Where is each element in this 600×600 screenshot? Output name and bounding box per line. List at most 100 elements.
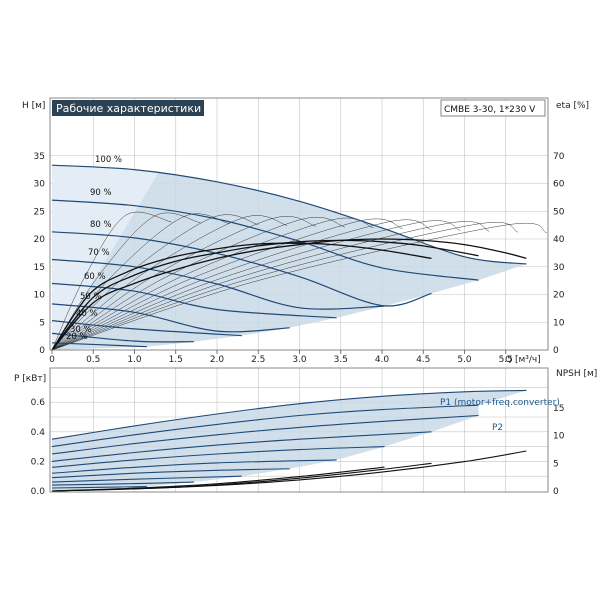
- x-tick-label: 1.0: [127, 355, 142, 365]
- head-axis-label: H [м]: [22, 101, 45, 111]
- speed-label: 50 %: [80, 292, 102, 302]
- speed-label: 70 %: [88, 248, 110, 258]
- power-y-tick-label: 0.2: [31, 457, 45, 467]
- curves: [51, 164, 548, 492]
- system-curve: [51, 217, 345, 351]
- head-curve-60: [51, 282, 337, 319]
- eta-y-tick-label: 50: [553, 207, 565, 217]
- power-y-tick-label: 0.4: [31, 428, 46, 438]
- eta-y-tick-label: 10: [553, 318, 565, 328]
- efficiency-curve: [51, 242, 432, 351]
- power-curve-50: [51, 468, 290, 479]
- system-curve: [51, 222, 519, 351]
- x-tick-label: 3.0: [292, 355, 307, 365]
- system-curve: [51, 215, 288, 351]
- eta-y-tick-label: 70: [553, 152, 565, 162]
- eta-y-tick-label: 20: [553, 291, 565, 301]
- head-curve-50: [51, 303, 290, 333]
- tick-labels: 0 0.5 1.0 1.5 2.0 2.5 3.0 3.5 4.0 4.5 5.0 5.5Q [м³/…: [31, 152, 565, 497]
- head-plot-frame: [49, 97, 549, 351]
- system-curve: [51, 222, 548, 351]
- x-tick-label: 2.5: [251, 355, 265, 365]
- eta-y-tick-label: 60: [553, 180, 565, 190]
- power-envelope: [52, 390, 527, 491]
- efficiency-curve: [51, 239, 479, 351]
- chart-title: Рабочие характеристики: [56, 102, 201, 115]
- npsh-y-tick-label: 10: [553, 432, 565, 442]
- operating-envelope: [52, 165, 527, 491]
- p2-label: P2: [492, 423, 503, 433]
- head-y-tick-label: 10: [34, 291, 46, 301]
- x-tick-label: 2.0: [210, 355, 225, 365]
- head-envelope: [52, 165, 527, 350]
- p1-label: P1 (motor+freq.converter): [440, 398, 560, 408]
- system-curve: [51, 214, 259, 351]
- x-tick-label: 0.5: [86, 355, 100, 365]
- system-curve: [51, 218, 403, 351]
- npsh-y-tick-label: 15: [553, 404, 564, 414]
- x-tick-label: 0: [49, 355, 55, 365]
- power-curve-80: [51, 431, 432, 462]
- npsh-y-tick-label: 5: [553, 459, 559, 469]
- power-y-tick-label: 0.0: [31, 487, 46, 497]
- power-curve-70: [51, 446, 385, 468]
- head-y-tick-label: 5: [39, 318, 45, 328]
- npsh-curve: [51, 466, 385, 492]
- system-curve: [51, 220, 461, 351]
- npsh-axis-label: NPSH [м]: [556, 369, 597, 379]
- x-tick-label: 3.5: [334, 355, 348, 365]
- eta-y-tick-label: 40: [553, 235, 565, 245]
- head-curve-100: [51, 164, 527, 265]
- head-y-tick-label: 30: [34, 180, 46, 190]
- head-curve-70: [51, 258, 385, 310]
- system-curve: [51, 219, 432, 351]
- title-banner: [52, 100, 204, 116]
- power-curve-60: [51, 459, 337, 474]
- power-curve-100: [51, 389, 527, 440]
- x-tick-label: 5.0: [457, 355, 472, 365]
- head-y-tick-label: 20: [34, 235, 46, 245]
- system-curve: [51, 221, 490, 351]
- eta-axis-label: eta [%]: [556, 101, 589, 111]
- power-curve-40: [51, 475, 242, 483]
- x-tick-label: Q [м³/ч]: [505, 355, 541, 365]
- power-curve-20: [51, 486, 147, 489]
- x-tick-label: 4.0: [375, 355, 390, 365]
- system-curve: [51, 213, 230, 351]
- eta-y-tick-label: 30: [553, 263, 565, 273]
- power-curve-30: [51, 481, 194, 486]
- head-curve-80: [51, 231, 432, 307]
- power-curve-90: [51, 414, 479, 455]
- x-tick-label: 1.5: [169, 355, 183, 365]
- head-y-tick-label: 0: [39, 346, 45, 356]
- x-tick-label: 4.5: [416, 355, 430, 365]
- head-y-tick-label: 25: [34, 207, 45, 217]
- power-axis-label: P [кВт]: [14, 374, 46, 384]
- power-plot-frame: [49, 367, 549, 493]
- head-envelope-light: [52, 165, 160, 350]
- head-y-tick-label: 15: [34, 263, 45, 273]
- x-tick-label: 5.5: [499, 355, 513, 365]
- speed-label: 60 %: [84, 272, 106, 282]
- efficiency-curve: [51, 238, 527, 351]
- eta-y-tick-label: 0: [553, 346, 559, 356]
- speed-label: 100 %: [95, 155, 122, 165]
- head-y-tick-label: 35: [34, 152, 45, 162]
- speed-label: 20 %: [66, 332, 88, 342]
- head-curve-90: [51, 199, 479, 281]
- npsh-y-tick-label: 0: [553, 487, 559, 497]
- speed-label: 80 %: [90, 220, 112, 230]
- model-label: CMBE 3-30, 1*230 V: [444, 105, 536, 115]
- power-y-tick-label: 0.6: [31, 398, 46, 408]
- system-curve: [51, 212, 201, 351]
- model-box: [440, 99, 546, 117]
- power-curve-100: [51, 404, 479, 448]
- speed-label: 90 %: [90, 188, 112, 198]
- speed-label: 30 %: [70, 325, 92, 335]
- system-curve: [51, 211, 172, 351]
- speed-label: 40 %: [76, 309, 98, 319]
- system-curve: [51, 216, 317, 351]
- head-curve-30: [51, 332, 194, 343]
